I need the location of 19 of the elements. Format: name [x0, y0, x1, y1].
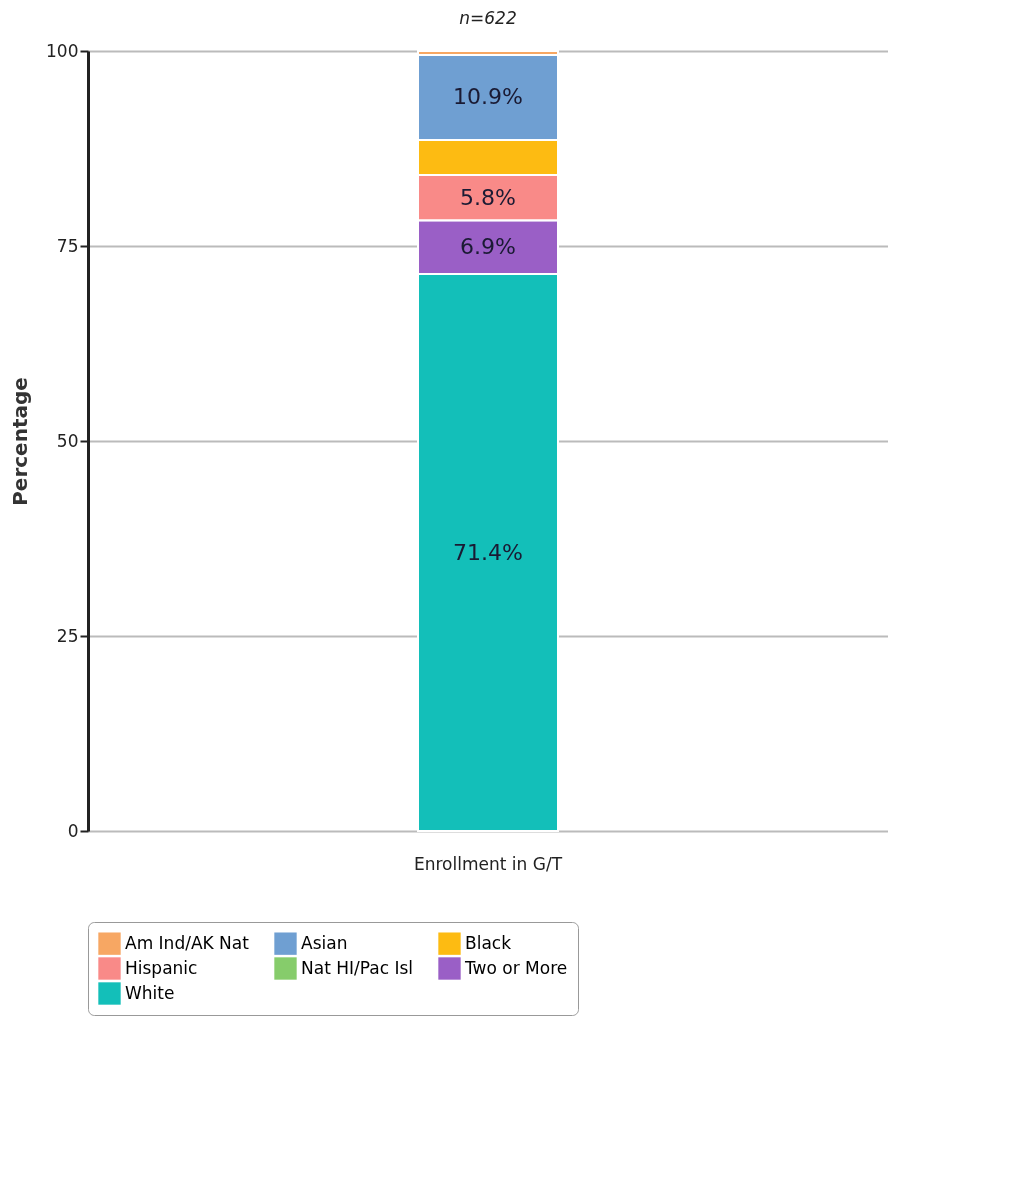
y-tick-label: 50 [56, 430, 79, 451]
data-label: 71.4% [453, 539, 523, 565]
data-label: 10.9% [453, 84, 523, 110]
y-tick-label: 25 [56, 625, 79, 646]
legend-label: Hispanic [125, 957, 198, 978]
y-tick-label: 75 [56, 235, 79, 256]
legend-label: Two or More [464, 957, 568, 978]
x-tick-label: Enrollment in G/T [413, 853, 563, 874]
data-label: 6.9% [460, 234, 516, 260]
legend-label: White [125, 982, 175, 1003]
chart-title: n=622 [459, 8, 517, 28]
legend-label: Am Ind/AK Nat [125, 932, 250, 953]
y-axis-title: Percentage [8, 377, 33, 506]
y-tick-label: 0 [67, 820, 79, 841]
legend-label: Black [465, 932, 512, 953]
legend-label: Asian [301, 932, 348, 953]
data-label: 5.8% [460, 184, 516, 210]
legend-label: Nat HI/Pac Isl [301, 957, 413, 978]
y-tick-label: 100 [46, 40, 79, 61]
